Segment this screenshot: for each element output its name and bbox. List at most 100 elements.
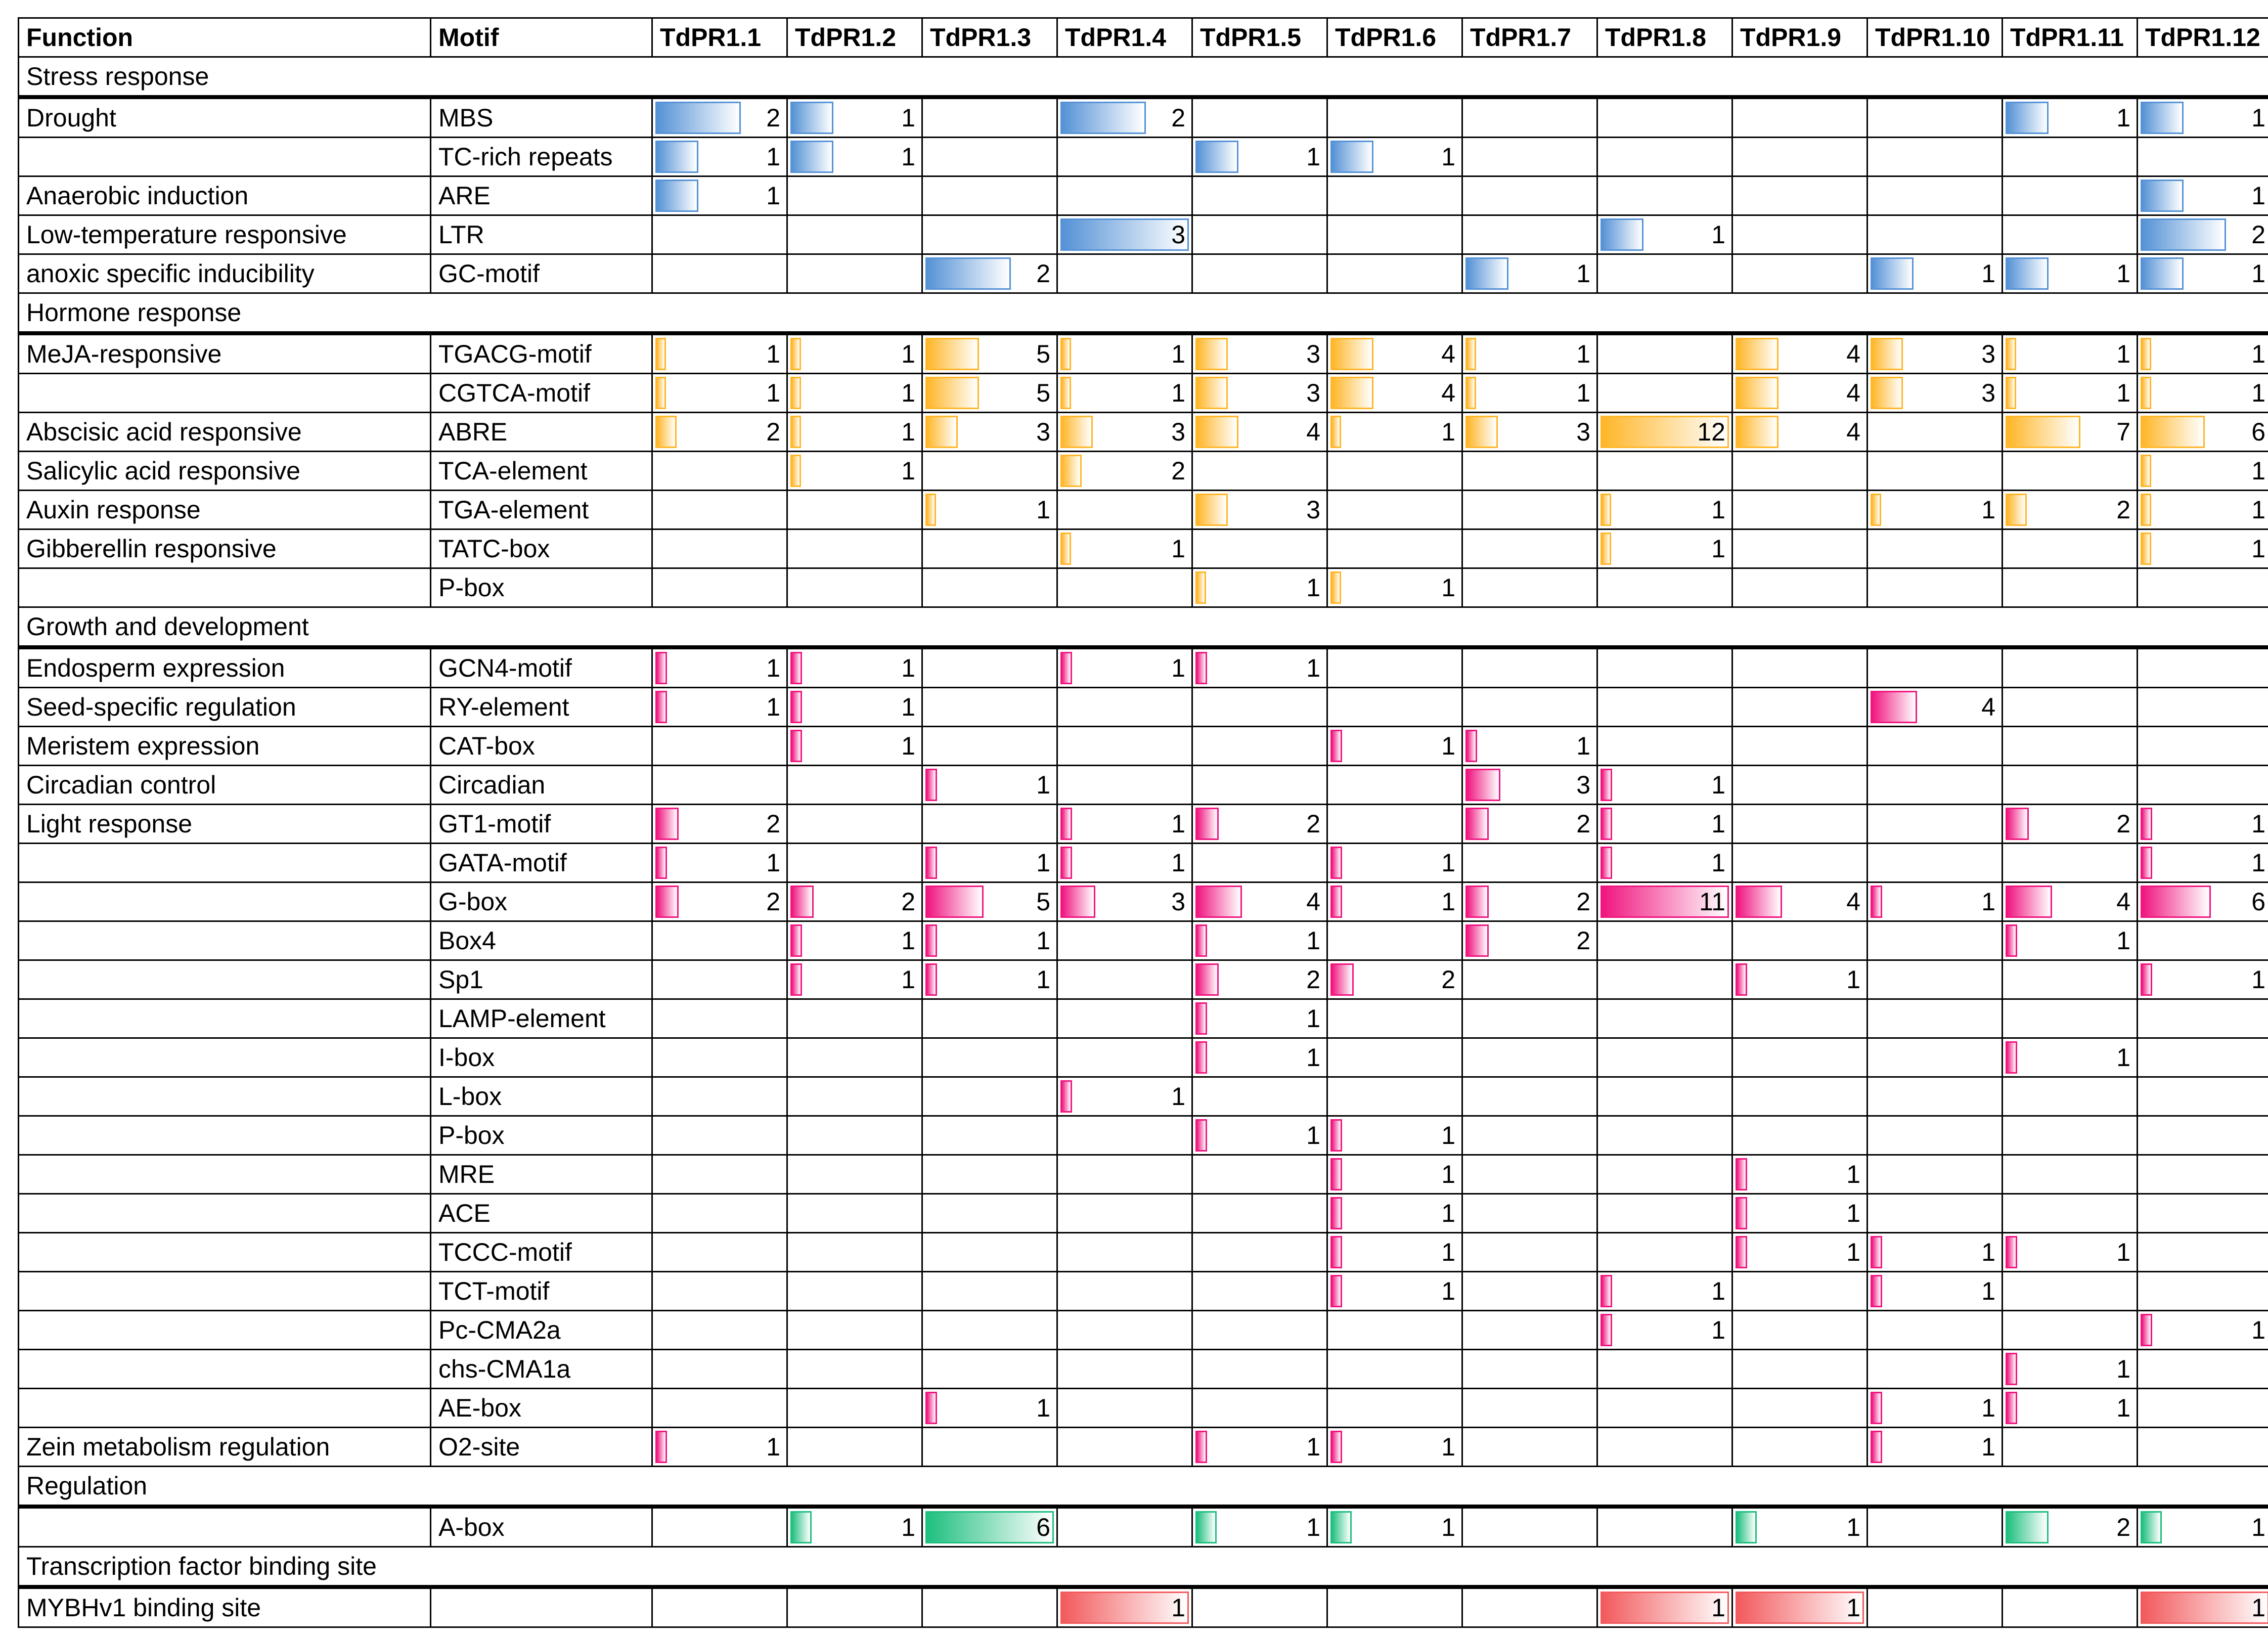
value-cell-content: 6 [2138,413,2268,451]
column-header-tdpr1-10: TdPR1.10 [1866,17,2003,58]
value-cell-content: 1 [923,844,1056,881]
value-cell-tdpr1-12 [2137,687,2268,727]
value-cell-tdpr1-9: 4 [1731,881,1868,922]
value-label: 2 [1441,965,1455,994]
value-cell-content [1463,1589,1596,1626]
value-cell-tdpr1-3: 1 [921,843,1058,883]
value-cell-content [1328,177,1461,214]
data-bar-tdpr1-3 [925,924,938,957]
value-cell-tdpr1-8: 1 [1596,843,1733,883]
value-cell-tdpr1-6 [1326,1037,1463,1078]
value-cell-content: 1 [1328,844,1461,881]
value-cell-tdpr1-1: 1 [651,1427,788,1467]
motif-label: Circadian [438,771,546,799]
value-cell-tdpr1-9 [1731,1115,1868,1156]
value-label: 1 [1711,849,1725,877]
function-cell: MYBHv1 binding site [18,1585,431,1628]
value-cell-tdpr1-8: 1 [1596,1271,1733,1311]
value-cell-tdpr1-8 [1596,1193,1733,1233]
value-cell-content: 2 [653,99,786,137]
value-cell-content [1058,569,1191,606]
value-label: 1 [2116,340,2130,368]
data-bar-tdpr1-8 [1600,533,1612,565]
function-cell: anoxic specific inducibility [18,253,431,294]
value-cell-tdpr1-10 [1866,726,2003,766]
value-cell-content [2138,1350,2268,1388]
value-cell-tdpr1-9: 1 [1731,1585,1868,1628]
value-cell-tdpr1-3: 3 [921,412,1058,452]
value-cell-tdpr1-2 [786,567,923,608]
function-cell: Salicylic acid responsive [18,451,431,491]
value-cell-content [1058,1350,1191,1388]
data-bar-tdpr1-11 [2006,1236,2018,1268]
value-cell-tdpr1-5: 2 [1191,959,1328,1000]
value-cell-tdpr1-7 [1461,1193,1598,1233]
value-cell-content [1598,1078,1731,1115]
value-cell-content [2003,1117,2137,1154]
value-cell-content [1733,1272,1866,1310]
value-cell-content [2138,922,2268,959]
value-cell-content: 2 [2138,216,2268,253]
data-bar-tdpr1-1 [655,141,698,173]
value-cell-tdpr1-6 [1326,998,1463,1039]
data-bar-tdpr1-11 [2006,808,2029,840]
value-cell-tdpr1-1 [651,998,788,1039]
table-row: Low-temperature responsive LTR 3 1 2 [18,214,2268,255]
value-label: 1 [1306,1433,1320,1461]
value-cell-content [1463,1039,1596,1076]
value-label: 1 [1036,849,1050,877]
value-label: 1 [1441,1277,1455,1305]
value-cell-content [1733,922,1866,959]
function-label [19,1509,430,1546]
function-label: MYBHv1 binding site [26,1594,261,1622]
motif-cell: RY-element [430,687,653,727]
value-cell-content [1463,1156,1596,1193]
value-cell-content: 1 [1463,374,1596,412]
value-cell-content [1598,727,1731,765]
value-cell-content [1193,255,1326,292]
data-bar-tdpr1-1 [655,1431,668,1463]
motif-cell: L-box [430,1076,653,1117]
value-label: 1 [1441,849,1455,877]
value-cell-content [653,1350,786,1388]
value-cell-tdpr1-8 [1596,1349,1733,1389]
value-cell-content: 2 [2003,1509,2137,1546]
value-cell-content: 2 [653,883,786,920]
table-row: MRE 1 1 [18,1154,2268,1195]
value-label: 1 [1171,535,1185,563]
value-cell-tdpr1-6: 1 [1326,1154,1463,1195]
value-cell-content [1733,491,1866,528]
value-label: 1 [1576,732,1590,760]
value-cell-tdpr1-1 [651,528,788,569]
value-cell-tdpr1-5 [1191,175,1328,216]
data-bar-tdpr1-12 [2141,1314,2153,1346]
data-bar-tdpr1-12 [2141,1511,2162,1543]
value-cell-content [923,688,1056,726]
value-label: 2 [1306,965,1320,994]
value-cell-tdpr1-11: 1 [2002,1388,2138,1428]
value-cell-tdpr1-4 [1056,920,1193,961]
value-cell-tdpr1-9 [1731,1349,1868,1389]
value-cell-content: 12 [1598,413,1731,451]
value-cell-content [1733,177,1866,214]
value-cell-content [1463,1509,1596,1546]
value-cell-content [653,216,786,253]
value-cell-tdpr1-11 [2002,1271,2138,1311]
data-bar-tdpr1-5 [1195,141,1238,173]
data-bar-tdpr1-4 [1060,886,1096,918]
value-cell-content [1193,1389,1326,1427]
value-cell-tdpr1-10 [1866,843,2003,883]
motif-cell [430,1585,653,1628]
value-cell-content: 1 [1598,1311,1731,1349]
value-label: 11 [1699,888,1725,916]
value-cell-content: 4 [2003,883,2137,920]
data-bar-tdpr1-3 [925,963,938,996]
value-cell-content [653,1311,786,1349]
value-cell-tdpr1-10 [1866,412,2003,452]
value-cell-content [788,1195,921,1232]
value-cell-content [2138,1389,2268,1427]
value-cell-content: 1 [788,961,921,998]
value-cell-content [1193,216,1326,253]
value-cell-content [788,1589,921,1626]
data-bar-tdpr1-3 [925,416,958,448]
